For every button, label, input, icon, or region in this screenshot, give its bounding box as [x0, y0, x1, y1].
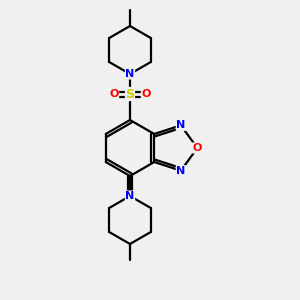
Text: N: N — [125, 69, 135, 79]
Text: O: O — [193, 143, 202, 153]
Text: O: O — [109, 89, 119, 99]
Text: O: O — [141, 89, 151, 99]
Text: N: N — [176, 120, 185, 130]
Text: S: S — [125, 88, 134, 100]
Text: N: N — [176, 166, 185, 176]
Text: N: N — [125, 191, 135, 201]
